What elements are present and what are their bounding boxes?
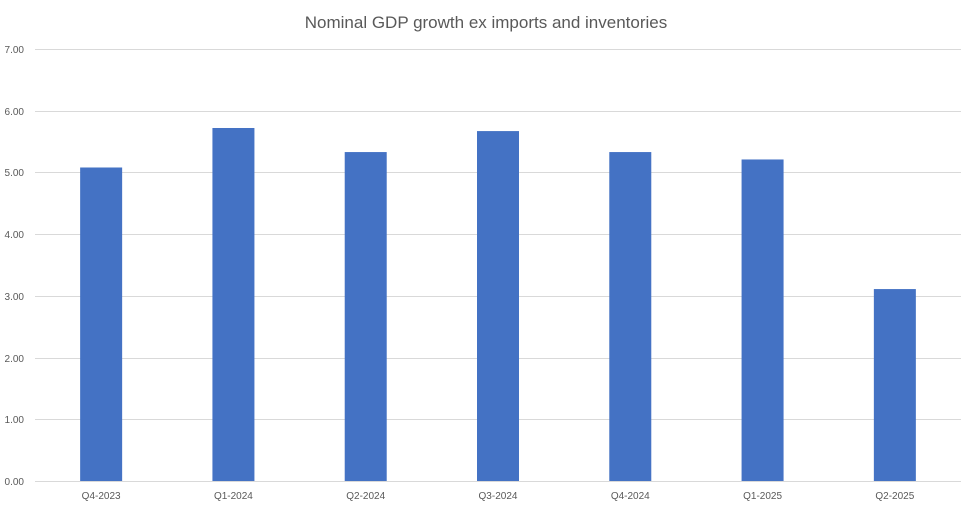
x-tick-label: Q3-2024 [479, 491, 518, 502]
x-tick-label: Q4-2023 [82, 491, 121, 502]
bar-q4-2024 [609, 152, 652, 481]
bar-q2-2024 [344, 152, 387, 481]
bar-q1-2024 [212, 127, 255, 481]
y-tick-label: 0.00 [5, 477, 25, 488]
x-tick-label: Q2-2024 [346, 491, 385, 502]
y-tick-label: 3.00 [5, 292, 25, 303]
x-tick-label: Q1-2025 [743, 491, 782, 502]
bar-q4-2023 [80, 167, 123, 481]
bar-q1-2025 [741, 159, 784, 481]
bars [80, 127, 916, 481]
y-tick-label: 7.00 [5, 45, 25, 56]
y-tick-label: 5.00 [5, 168, 25, 179]
x-tick-label: Q2-2025 [875, 491, 914, 502]
y-axis-tick-labels: 0.00 1.00 2.00 3.00 4.00 5.00 6.00 7.00 [5, 45, 25, 488]
y-tick-label: 6.00 [5, 107, 25, 118]
chart-title: Nominal GDP growth ex imports and invent… [305, 13, 668, 32]
y-tick-label: 2.00 [5, 354, 25, 365]
x-axis-tick-labels: Q4-2023 Q1-2024 Q2-2024 Q3-2024 Q4-2024 Q1-20… [82, 491, 915, 502]
y-tick-label: 4.00 [5, 230, 25, 241]
bar-q3-2024 [477, 131, 519, 481]
y-tick-label: 1.00 [5, 415, 25, 426]
x-tick-label: Q4-2024 [611, 491, 650, 502]
bar-q2-2025 [873, 289, 916, 481]
x-tick-label: Q1-2024 [214, 491, 253, 502]
